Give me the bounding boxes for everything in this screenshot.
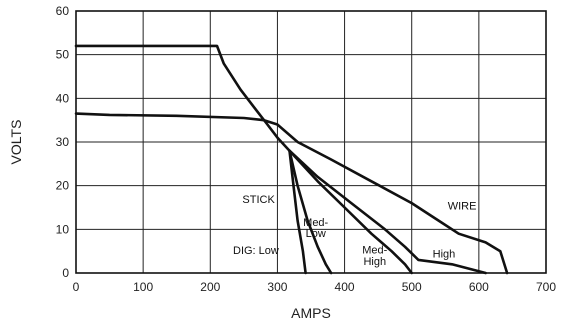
x-tick-label: 300 [267,280,287,294]
series-line-2 [288,149,333,275]
y-tick-label: 40 [56,91,70,105]
series-line-1 [74,44,307,275]
x-tick-label: 0 [73,280,80,294]
y-tick-label: 30 [56,135,70,149]
series-line-5 [74,112,509,275]
curve-annotation: High [363,256,386,268]
tick-labels: 0 100 200 300 400 500 600 700 0 10 20 30 40 50 60 [56,4,557,294]
x-tick-label: 700 [536,280,556,294]
x-tick-label: 200 [200,280,220,294]
curve-annotation: DIG: Low [233,245,279,257]
grid [76,11,546,273]
series-line-3 [288,149,413,275]
x-axis-label: AMPS [291,305,331,321]
curve-annotation: STICK [242,194,275,206]
y-tick-label: 10 [56,222,70,236]
y-tick-label: 20 [56,179,70,193]
x-tick-label: 500 [402,280,422,294]
plot-frame [75,10,547,274]
curve-annotation: Med- [303,217,328,229]
y-axis-label: VOLTS [8,120,24,165]
x-tick-label: 400 [335,280,355,294]
y-tick-label: 60 [56,4,70,18]
series-line-4 [288,149,487,275]
curve-annotation: High [433,248,456,260]
curve-annotation: Low [306,228,326,240]
series-lines [74,44,509,275]
x-tick-label: 600 [469,280,489,294]
x-tick-label: 100 [133,280,153,294]
y-tick-label: 0 [62,266,69,280]
curve-annotation: WIRE [448,201,477,213]
y-tick-label: 50 [56,48,70,62]
curve-annotation: Med- [362,244,387,256]
